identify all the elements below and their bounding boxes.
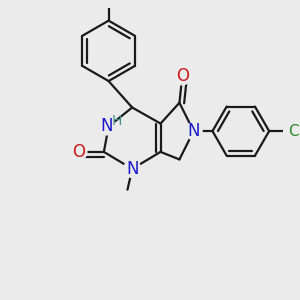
- Text: N: N: [126, 160, 139, 178]
- Text: N: N: [100, 117, 113, 135]
- Circle shape: [185, 123, 202, 140]
- Text: O: O: [72, 143, 85, 161]
- Circle shape: [174, 68, 191, 85]
- Text: N: N: [187, 122, 200, 140]
- Circle shape: [287, 123, 300, 140]
- Text: Cl: Cl: [288, 124, 300, 139]
- Text: O: O: [176, 67, 189, 85]
- Circle shape: [98, 118, 115, 135]
- Circle shape: [124, 160, 141, 177]
- Circle shape: [70, 143, 87, 161]
- Text: H: H: [112, 114, 122, 128]
